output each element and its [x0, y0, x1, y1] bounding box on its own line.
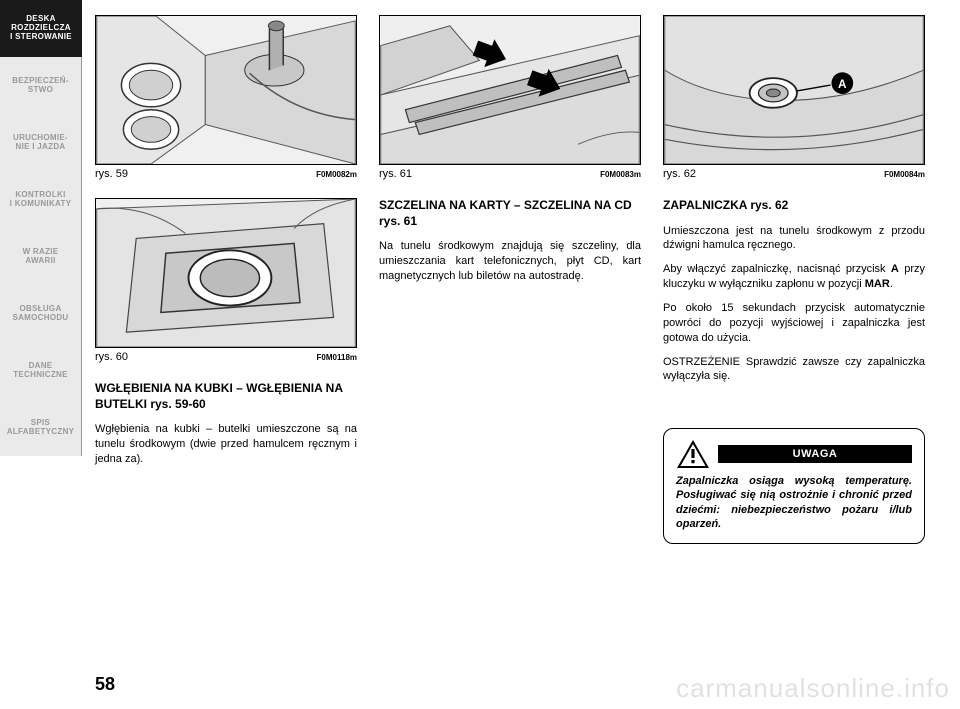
tab-uruchomienie[interactable]: URUCHOMIE- NIE I JAZDA — [0, 114, 82, 171]
col3-paragraph-4: OSTRZEŻENIE Sprawdzić zawsze czy zapalni… — [663, 355, 925, 385]
warning-body: Zapalniczka osiąga wysoką temperaturę. P… — [676, 474, 912, 531]
figure-62: A — [663, 15, 925, 165]
col3-heading: ZAPALNICZKA rys. 62 — [663, 198, 925, 214]
page-number: 58 — [95, 674, 115, 695]
col2-paragraph-1: Na tunelu środkowym znajdują się szczeli… — [379, 239, 641, 284]
tab-obsluga-samochodu[interactable]: OBSŁUGA SAMOCHODU — [0, 285, 82, 342]
column-1: rys. 59 F0M0082m rys. 60 F0M0118m — [95, 15, 357, 544]
tab-w-razie-awarii[interactable]: W RAZIE AWARII — [0, 228, 82, 285]
figure-60-caption: rys. 60 F0M0118m — [95, 351, 357, 363]
figure-59-number: rys. 59 — [95, 168, 128, 180]
figure-61-code: F0M0083m — [600, 170, 641, 179]
column-2: rys. 61 F0M0083m SZCZELINA NA KARTY – SZ… — [379, 15, 641, 544]
figure-61-caption: rys. 61 F0M0083m — [379, 168, 641, 180]
tab-deska-rozdzielcza[interactable]: DESKA ROZDZIELCZA I STEROWANIE — [0, 0, 82, 57]
figure-62-code: F0M0084m — [884, 170, 925, 179]
col2-heading: SZCZELINA NA KARTY – SZCZELINA NA CD rys… — [379, 198, 641, 229]
figure-60-code: F0M0118m — [317, 353, 357, 362]
figure-61 — [379, 15, 641, 165]
warning-box: UWAGA Zapalniczka osiąga wysoką temperat… — [663, 428, 925, 544]
warning-icon — [676, 439, 710, 469]
warning-title: UWAGA — [718, 445, 912, 463]
figure-59-caption: rys. 59 F0M0082m — [95, 168, 357, 180]
tab-kontrolki[interactable]: KONTROLKI I KOMUNIKATY — [0, 171, 82, 228]
figure-61-number: rys. 61 — [379, 168, 412, 180]
tab-bezpieczenstwo[interactable]: BEZPIECZEŃ- STWO — [0, 57, 82, 114]
figure-59 — [95, 15, 357, 165]
figure-62-badge-label: A — [838, 77, 847, 91]
figure-62-caption: rys. 62 F0M0084m — [663, 168, 925, 180]
col3-paragraph-2: Aby włączyć zapalniczkę, nacisnąć przyci… — [663, 262, 925, 292]
warning-header: UWAGA — [676, 439, 912, 469]
watermark: carmanualsonline.info — [676, 673, 950, 704]
tab-spis-alfabetyczny[interactable]: SPIS ALFABETYCZNY — [0, 399, 82, 456]
col3-paragraph-1: Umieszczona jest na tunelu środkowym z p… — [663, 224, 925, 254]
col1-paragraph-1: Wgłębienia na kubki – butelki umieszczon… — [95, 422, 357, 467]
page-content: rys. 59 F0M0082m rys. 60 F0M0118m — [95, 15, 945, 695]
col3-paragraph-3: Po około 15 sekundach przycisk automatyc… — [663, 301, 925, 346]
figure-62-number: rys. 62 — [663, 168, 696, 180]
col1-heading: WGŁĘBIENIA NA KUBKI – WGŁĘBIENIA NA BUTE… — [95, 381, 357, 412]
tab-dane-techniczne[interactable]: DANE TECHNICZNE — [0, 342, 82, 399]
figure-59-code: F0M0082m — [316, 170, 357, 179]
sidebar-nav: DESKA ROZDZIELCZA I STEROWANIE BEZPIECZE… — [0, 0, 82, 709]
figure-60-number: rys. 60 — [95, 351, 128, 363]
figure-60 — [95, 198, 357, 348]
column-3: A rys. 62 F0M0084m ZAPALNICZKA rys. 62 U… — [663, 15, 925, 544]
